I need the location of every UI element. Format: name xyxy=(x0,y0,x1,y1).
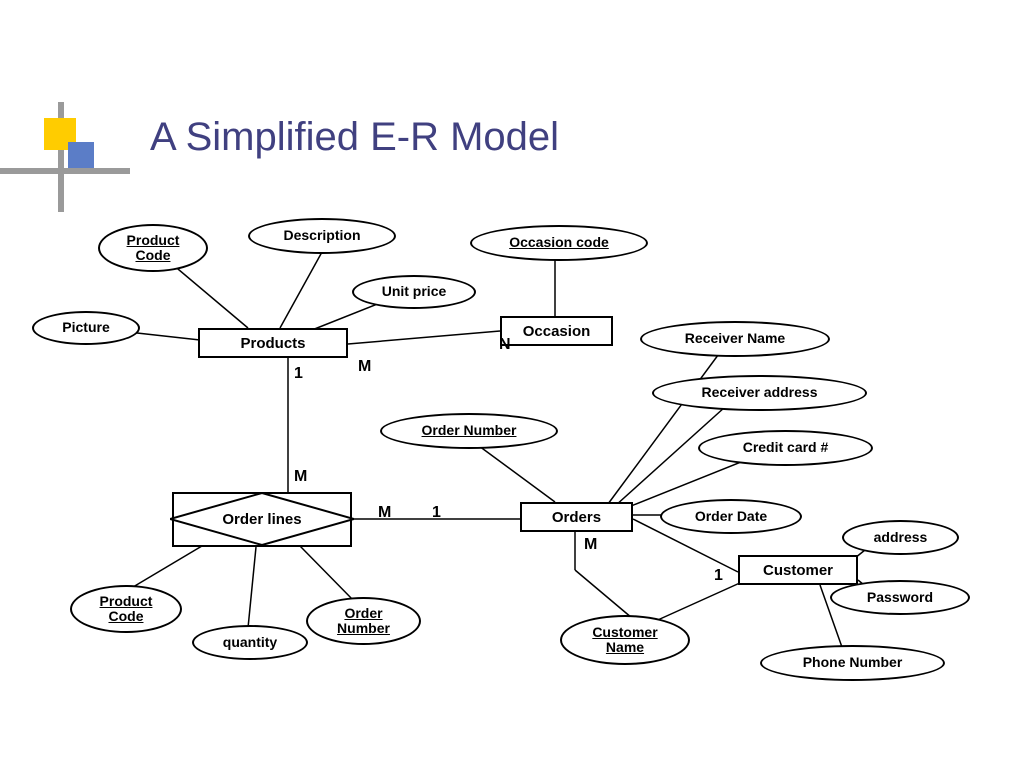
attribute-label: Password xyxy=(867,590,933,605)
edge xyxy=(128,332,200,340)
cardinality-label: M xyxy=(294,468,307,486)
decoration-hbar xyxy=(0,168,130,174)
attribute-label: Credit card # xyxy=(743,440,829,455)
attribute-credit_card: Credit card # xyxy=(698,430,873,466)
attribute-label: Unit price xyxy=(382,284,447,299)
attribute-label: Phone Number xyxy=(803,655,903,670)
attribute-ol_product_code: ProductCode xyxy=(70,585,182,633)
cardinality-label: 1 xyxy=(432,504,441,522)
attribute-label: address xyxy=(874,530,928,545)
attribute-quantity: quantity xyxy=(192,625,308,660)
attribute-label: CustomerName xyxy=(592,625,657,656)
entity-orders: Orders xyxy=(520,502,633,532)
cardinality-label: M xyxy=(378,504,391,522)
attribute-label: Receiver address xyxy=(702,385,818,400)
attribute-receiver_addr: Receiver address xyxy=(652,375,867,411)
attribute-label: Description xyxy=(283,228,360,243)
attribute-order_date: Order Date xyxy=(660,499,802,534)
edge xyxy=(128,540,212,590)
attribute-label: quantity xyxy=(223,635,277,650)
attribute-occasion_code: Occasion code xyxy=(470,225,648,261)
attribute-receiver_name: Receiver Name xyxy=(640,321,830,357)
edge xyxy=(280,252,322,328)
edge xyxy=(300,546,355,602)
entity-products: Products xyxy=(198,328,348,358)
entity-occasion: Occasion xyxy=(500,316,613,346)
attribute-label: Order Number xyxy=(422,423,517,438)
relationship-label: Order lines xyxy=(170,493,354,545)
attribute-label: ProductCode xyxy=(100,594,153,625)
cardinality-label: M xyxy=(584,536,597,554)
attribute-product_code: ProductCode xyxy=(98,224,208,272)
slide-title: A Simplified E-R Model xyxy=(150,115,559,160)
attribute-label: Receiver Name xyxy=(685,331,785,346)
attribute-order_number: Order Number xyxy=(380,413,558,449)
attribute-label: Occasion code xyxy=(509,235,609,250)
edge xyxy=(348,331,500,344)
attribute-description: Description xyxy=(248,218,396,254)
attribute-unit_price: Unit price xyxy=(352,275,476,309)
attribute-ol_order_number: OrderNumber xyxy=(306,597,421,645)
attribute-address: address xyxy=(842,520,959,555)
attribute-label: OrderNumber xyxy=(337,606,390,637)
cardinality-label: N xyxy=(499,336,511,354)
cardinality-label: M xyxy=(358,358,371,376)
attribute-label: Order Date xyxy=(695,509,767,524)
attribute-label: ProductCode xyxy=(127,233,180,264)
attribute-customer_name: CustomerName xyxy=(560,615,690,665)
attribute-phone_number: Phone Number xyxy=(760,645,945,681)
entity-customer: Customer xyxy=(738,555,858,585)
attribute-password: Password xyxy=(830,580,970,615)
edge xyxy=(608,347,724,504)
relationship-orderlines: Order lines xyxy=(170,493,354,545)
cardinality-label: 1 xyxy=(294,365,303,383)
attribute-picture: Picture xyxy=(32,311,140,345)
cardinality-label: 1 xyxy=(714,567,723,585)
edge xyxy=(248,547,256,628)
attribute-label: Picture xyxy=(62,320,109,335)
edge xyxy=(575,570,632,618)
decoration-square-blue xyxy=(68,142,94,168)
